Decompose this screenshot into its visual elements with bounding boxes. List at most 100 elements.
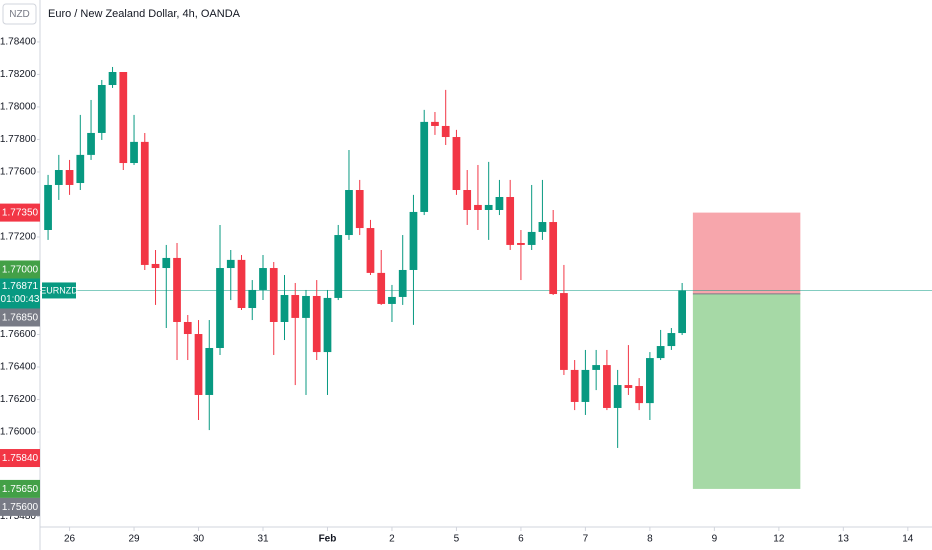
x-tick-label: 2 [389,534,395,545]
price-badge [0,497,40,516]
x-tick-label: 13 [838,534,850,545]
candle-body [44,184,52,230]
x-tick-label: 12 [773,534,785,545]
y-tick-label: 1.75480 [0,511,36,522]
candle-body [248,289,257,309]
x-tick-label: 7 [583,534,589,545]
candle-body [323,297,332,353]
candle-body [226,259,235,269]
candle-body [366,228,375,273]
x-tick-label: 8 [647,534,653,545]
price-badge-label: 1.75650 [2,484,39,495]
candle-body [87,132,95,155]
candle-body [54,170,63,185]
candle-body [613,385,622,408]
y-tick-label: 1.78200 [0,69,36,80]
candle-body [291,295,300,318]
y-tick-label: 1.76000 [0,427,36,438]
y-tick-label: 1.77600 [0,167,36,178]
candle-body [355,190,364,229]
candle-body [603,365,611,408]
x-tick-label: 30 [193,534,205,545]
chart-title: Euro / New Zealand Dollar, 4h, OANDA [48,8,241,20]
y-tick-label: 1.77200 [0,232,36,243]
candle-body [237,259,246,309]
candle-body [173,257,181,322]
candle-body [312,295,321,353]
candle-body [484,204,493,210]
candle-body [130,141,138,164]
candle-body [183,321,192,335]
price-badge-label: 1.77000 [2,265,39,276]
price-badge-label: 1.75840 [2,453,39,464]
candle-body [538,222,547,232]
candle-body [549,222,558,295]
candle-body [334,235,343,298]
candle-body [398,269,407,297]
candle-body [656,346,665,359]
currency-label: NZD [9,9,30,20]
candle-body [592,365,601,370]
stop-zone [692,212,801,294]
x-tick-label: Feb [319,534,337,545]
candle-body [269,268,278,322]
countdown-label: 01:00:43 [1,294,40,305]
candle-body [635,386,644,404]
candle-body [388,296,396,304]
x-tick-label: 26 [64,534,76,545]
candle-body [646,358,654,404]
y-tick-label: 1.76400 [0,362,36,373]
price-badge [0,260,40,279]
candle-body [377,272,386,304]
y-tick-label: 1.78400 [0,37,36,48]
x-tick-label: 6 [518,534,524,545]
candle-body [259,268,267,290]
candle-body [420,121,429,212]
candle-body [570,369,579,402]
candle-body [97,85,106,133]
y-tick-label: 1.78000 [0,102,36,113]
candle-body [65,170,74,185]
candle-body [76,154,85,184]
price-badge [0,203,40,222]
y-tick-label: 1.76600 [0,329,36,340]
candle-body [194,334,203,395]
candle-body [302,295,310,318]
candle-body [495,196,504,210]
last-price-label: 1.76871 [2,281,39,292]
candle-body [667,333,676,347]
price-badge [0,479,40,498]
currency-box[interactable] [2,3,37,25]
candle-body [119,72,128,164]
candle-body [527,231,536,245]
candle-body [506,196,515,245]
candle-body [140,141,149,265]
y-tick-label: 1.76200 [0,394,36,405]
x-tick-label: 31 [257,534,269,545]
candle-body [463,190,472,210]
candle-body [474,204,482,210]
x-tick-label: 29 [128,534,140,545]
candle-body [409,211,418,270]
x-tick-label: 14 [902,534,914,545]
candle-body [441,125,450,138]
target-zone [692,293,801,489]
price-badge [0,449,40,468]
candle-body [205,347,214,395]
candle-body [581,369,590,402]
candle-body [345,190,353,236]
candle-body [216,268,224,348]
candle-body [151,263,160,269]
price-badge-label: 1.76850 [2,313,39,324]
last-price-badge [0,278,40,309]
candle-body [162,257,171,269]
candle-body [624,385,633,388]
candle-body [431,121,439,126]
candle-body [560,293,568,370]
y-tick-label: 1.77800 [0,134,36,145]
candle-body [678,290,687,334]
x-tick-label: 9 [712,534,718,545]
candle-body [452,137,461,191]
